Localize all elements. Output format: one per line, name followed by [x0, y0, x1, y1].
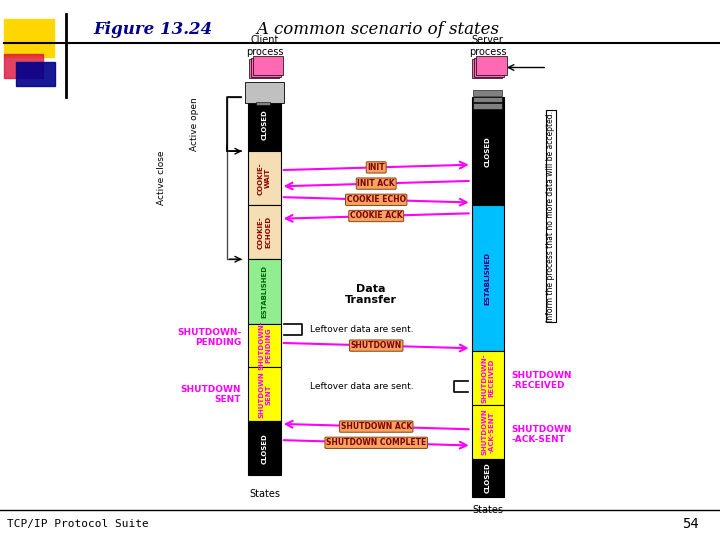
- Text: Data
Transfer: Data Transfer: [345, 284, 397, 305]
- Text: INIT: INIT: [367, 163, 385, 172]
- Text: SHUTDOWN ACK: SHUTDOWN ACK: [341, 422, 412, 431]
- Text: Active open: Active open: [190, 97, 199, 151]
- Text: INIT ACK: INIT ACK: [357, 179, 395, 188]
- Bar: [16, 62, 55, 86]
- Bar: [249, 59, 279, 78]
- Text: Client
process: Client process: [246, 35, 284, 57]
- Text: States: States: [472, 505, 503, 515]
- Text: States: States: [249, 489, 280, 499]
- Bar: [472, 59, 503, 78]
- Text: ESTABLISHED: ESTABLISHED: [485, 252, 491, 305]
- Bar: [248, 205, 281, 259]
- Bar: [472, 351, 504, 405]
- Bar: [253, 56, 284, 75]
- Text: Leftover data are sent.: Leftover data are sent.: [310, 382, 413, 390]
- Text: SHUTDOWN-
RECEIVED: SHUTDOWN- RECEIVED: [481, 353, 495, 403]
- Bar: [256, 102, 270, 105]
- Text: SHUTDOWN
-ACK-SENT: SHUTDOWN -ACK-SENT: [481, 409, 495, 455]
- Bar: [4, 19, 54, 57]
- Text: COOKIE-
ECHOED: COOKIE- ECHOED: [258, 216, 271, 248]
- Text: Inform the process that no more data will be accepted.: Inform the process that no more data wil…: [546, 111, 555, 321]
- Bar: [248, 324, 281, 367]
- Text: Active close: Active close: [158, 151, 166, 205]
- Text: Leftover data are sent.: Leftover data are sent.: [310, 325, 413, 334]
- Text: SHUTDOWN-
PENDING: SHUTDOWN- PENDING: [258, 321, 271, 370]
- Text: CLOSED: CLOSED: [261, 109, 268, 139]
- Text: SHUTDOWN COMPLETE: SHUTDOWN COMPLETE: [326, 438, 426, 447]
- Bar: [472, 97, 504, 205]
- Text: SHUTDOWN
SENT: SHUTDOWN SENT: [181, 384, 241, 404]
- Text: SHUTDOWN
-ACK-SENT: SHUTDOWN -ACK-SENT: [511, 425, 572, 444]
- Text: Server
process: Server process: [469, 35, 507, 57]
- Text: Figure 13.24: Figure 13.24: [94, 21, 213, 38]
- Bar: [472, 205, 504, 351]
- Bar: [473, 103, 502, 109]
- Text: A common scenario of states: A common scenario of states: [241, 21, 499, 38]
- Bar: [248, 259, 281, 324]
- Bar: [248, 151, 281, 205]
- Bar: [251, 58, 281, 77]
- Text: SHUTDOWN
-RECEIVED: SHUTDOWN -RECEIVED: [511, 371, 572, 390]
- Text: CLOSED: CLOSED: [485, 463, 491, 493]
- Bar: [473, 97, 502, 102]
- Text: CLOSED: CLOSED: [485, 136, 491, 166]
- Text: SHUTDOWN-
PENDING: SHUTDOWN- PENDING: [177, 328, 241, 347]
- Bar: [474, 58, 504, 77]
- Bar: [245, 82, 284, 103]
- Text: COOKIE-
WAIT: COOKIE- WAIT: [258, 162, 271, 194]
- Bar: [472, 405, 504, 459]
- Bar: [248, 97, 281, 151]
- Text: TCP/IP Protocol Suite: TCP/IP Protocol Suite: [7, 519, 149, 529]
- Bar: [472, 459, 504, 497]
- Text: SHUTDOWN: SHUTDOWN: [351, 341, 402, 350]
- Bar: [473, 90, 502, 96]
- Text: COOKIE ACK: COOKIE ACK: [350, 212, 402, 220]
- Text: CLOSED: CLOSED: [261, 433, 268, 463]
- Bar: [477, 56, 507, 75]
- Text: COOKIE ECHO: COOKIE ECHO: [346, 195, 406, 204]
- Bar: [248, 421, 281, 475]
- Text: SHUTDOWN
SENT: SHUTDOWN SENT: [258, 371, 271, 417]
- Bar: [4, 54, 43, 78]
- Bar: [248, 367, 281, 421]
- Text: ESTABLISHED: ESTABLISHED: [261, 265, 268, 318]
- Text: 54: 54: [682, 517, 698, 531]
